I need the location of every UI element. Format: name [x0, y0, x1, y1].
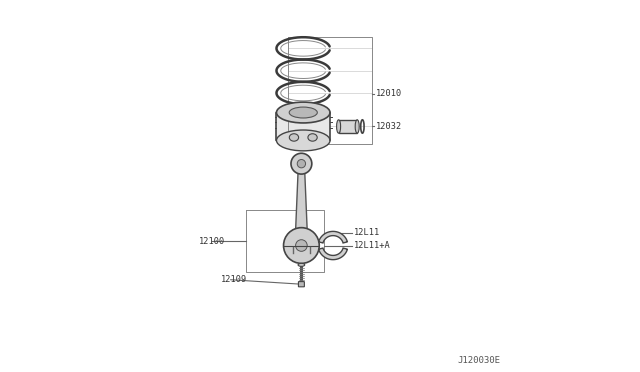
Ellipse shape — [276, 102, 330, 123]
Ellipse shape — [284, 228, 319, 263]
Polygon shape — [319, 248, 348, 260]
Ellipse shape — [289, 134, 299, 141]
Ellipse shape — [289, 107, 317, 118]
Ellipse shape — [276, 130, 330, 151]
Polygon shape — [296, 167, 307, 230]
Bar — [339, 120, 357, 133]
FancyBboxPatch shape — [298, 282, 305, 287]
Text: 12010: 12010 — [376, 89, 402, 98]
Ellipse shape — [308, 134, 317, 141]
Text: 12100: 12100 — [199, 237, 225, 246]
Ellipse shape — [337, 120, 340, 133]
Ellipse shape — [296, 240, 307, 251]
Ellipse shape — [355, 120, 359, 133]
Bar — [276, 112, 330, 140]
Ellipse shape — [297, 160, 305, 168]
Text: 12L11+A: 12L11+A — [353, 241, 390, 250]
Text: 12L11: 12L11 — [353, 228, 380, 237]
Ellipse shape — [298, 263, 305, 266]
Ellipse shape — [291, 153, 312, 174]
Text: 12032: 12032 — [376, 122, 402, 131]
Polygon shape — [319, 231, 348, 243]
Text: J120030E: J120030E — [458, 356, 500, 365]
Text: 12109: 12109 — [221, 275, 248, 284]
